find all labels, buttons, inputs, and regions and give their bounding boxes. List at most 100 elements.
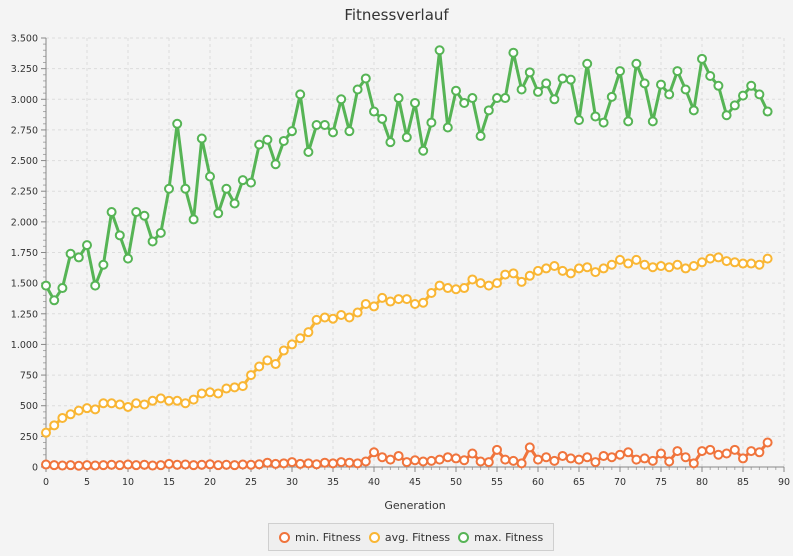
data-point bbox=[90, 460, 101, 471]
y-tick-label: 0 bbox=[32, 463, 38, 474]
data-point bbox=[729, 257, 740, 268]
data-point bbox=[623, 116, 634, 127]
data-point bbox=[516, 458, 527, 469]
data-point bbox=[205, 459, 215, 470]
data-point bbox=[524, 67, 535, 78]
data-point bbox=[549, 455, 560, 466]
data-point bbox=[139, 459, 150, 470]
data-point bbox=[393, 294, 404, 305]
data-point bbox=[73, 252, 84, 263]
data-point bbox=[565, 453, 576, 464]
data-point bbox=[221, 459, 232, 470]
data-point bbox=[164, 183, 174, 194]
data-point bbox=[475, 456, 486, 467]
x-tick-label: 15 bbox=[163, 477, 175, 488]
data-point bbox=[155, 393, 166, 404]
data-point bbox=[574, 454, 584, 465]
data-point bbox=[582, 262, 593, 273]
series-layer bbox=[41, 45, 773, 471]
data-point bbox=[524, 270, 535, 281]
x-axis-label: Generation bbox=[384, 499, 445, 512]
y-tick-label: 3.500 bbox=[11, 34, 38, 45]
data-point bbox=[623, 447, 634, 458]
data-point bbox=[492, 93, 502, 104]
data-point bbox=[196, 459, 207, 470]
data-point bbox=[114, 460, 125, 471]
data-point bbox=[401, 294, 412, 305]
data-point bbox=[270, 159, 281, 170]
data-point bbox=[721, 110, 732, 121]
data-point bbox=[254, 139, 265, 150]
data-point bbox=[615, 254, 625, 265]
data-point bbox=[401, 132, 412, 143]
data-point bbox=[246, 177, 256, 188]
data-point bbox=[352, 307, 363, 318]
data-point bbox=[631, 454, 642, 465]
data-point bbox=[746, 258, 757, 269]
data-point bbox=[631, 254, 642, 265]
data-point bbox=[475, 278, 486, 289]
data-point bbox=[746, 80, 757, 91]
data-point bbox=[360, 73, 371, 84]
data-point bbox=[237, 459, 248, 470]
x-tick-label: 55 bbox=[491, 477, 503, 488]
data-point bbox=[442, 122, 453, 133]
data-point bbox=[229, 198, 240, 209]
data-point bbox=[221, 383, 232, 394]
data-point bbox=[123, 253, 133, 264]
data-point bbox=[688, 105, 699, 116]
data-point bbox=[393, 450, 404, 461]
data-point bbox=[598, 117, 609, 128]
data-point bbox=[49, 460, 60, 471]
data-point bbox=[483, 457, 494, 468]
chart-title: Fitnessverlauf bbox=[344, 6, 449, 24]
data-point bbox=[180, 183, 191, 194]
data-point bbox=[410, 298, 420, 309]
data-point bbox=[574, 263, 584, 274]
data-point bbox=[672, 66, 683, 77]
data-point bbox=[237, 381, 248, 392]
data-point bbox=[426, 117, 437, 128]
y-tick-label: 1.000 bbox=[11, 340, 38, 351]
data-point bbox=[319, 457, 330, 468]
data-point bbox=[311, 314, 322, 325]
y-tick-label: 3.250 bbox=[11, 64, 38, 75]
y-tick-label: 500 bbox=[20, 401, 38, 412]
data-point bbox=[262, 457, 273, 468]
data-point bbox=[344, 126, 355, 137]
data-point bbox=[196, 388, 207, 399]
data-point bbox=[500, 269, 511, 280]
data-point bbox=[328, 127, 338, 138]
data-point bbox=[434, 45, 445, 56]
data-point bbox=[131, 207, 142, 218]
data-point bbox=[336, 310, 347, 321]
x-tick-label: 0 bbox=[43, 477, 49, 488]
x-tick-label: 75 bbox=[655, 477, 667, 488]
y-tick-label: 250 bbox=[20, 432, 38, 443]
data-point bbox=[680, 452, 691, 463]
data-point bbox=[303, 327, 314, 338]
data-point bbox=[295, 89, 306, 100]
data-point bbox=[328, 313, 338, 324]
data-point bbox=[237, 175, 248, 186]
data-point bbox=[524, 442, 535, 453]
data-point bbox=[557, 265, 568, 276]
series-0 bbox=[41, 437, 773, 471]
data-point bbox=[672, 259, 683, 270]
data-point bbox=[623, 258, 634, 269]
series-1 bbox=[41, 252, 773, 438]
y-tick-label: 2.250 bbox=[11, 187, 38, 198]
data-point bbox=[606, 259, 617, 270]
data-point bbox=[82, 460, 92, 471]
data-point bbox=[114, 230, 125, 241]
data-point bbox=[680, 263, 691, 274]
x-tick-label: 30 bbox=[286, 477, 298, 488]
data-point bbox=[270, 359, 281, 370]
data-point bbox=[688, 458, 699, 469]
legend-avg-symbol-icon bbox=[368, 531, 380, 543]
data-point bbox=[377, 113, 388, 124]
data-point bbox=[401, 457, 412, 468]
data-point bbox=[82, 240, 92, 251]
data-point bbox=[172, 395, 183, 406]
legend-max-label: max. Fitness bbox=[474, 530, 544, 544]
